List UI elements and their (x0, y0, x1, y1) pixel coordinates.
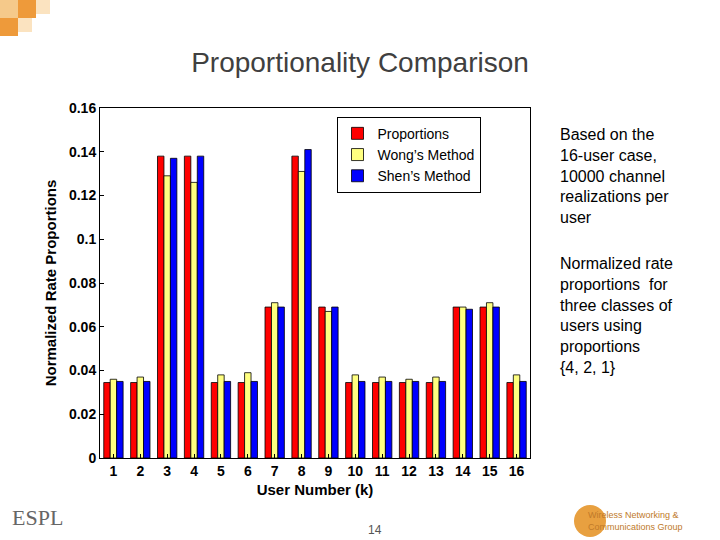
svg-text:Wong’s Method: Wong’s Method (378, 147, 475, 163)
svg-text:ESPL: ESPL (12, 505, 63, 530)
svg-text:10: 10 (348, 463, 364, 479)
svg-text:2: 2 (136, 463, 144, 479)
svg-text:Proportionality Comparison: Proportionality Comparison (191, 47, 529, 78)
svg-text:9: 9 (325, 463, 333, 479)
svg-text:0.04: 0.04 (69, 362, 96, 378)
svg-text:0.02: 0.02 (69, 406, 96, 422)
svg-text:14: 14 (455, 463, 471, 479)
svg-text:Wireless Networking &Communica: Wireless Networking &Communications Grou… (588, 510, 683, 532)
svg-text:Normalized Rate Proportions: Normalized Rate Proportions (42, 180, 59, 387)
svg-text:7: 7 (271, 463, 279, 479)
svg-text:6: 6 (244, 463, 252, 479)
svg-text:0.1: 0.1 (77, 231, 97, 247)
svg-text:13: 13 (428, 463, 444, 479)
svg-text:5: 5 (217, 463, 225, 479)
svg-text:12: 12 (401, 463, 417, 479)
svg-text:WNCG: WNCG (533, 518, 555, 525)
svg-text:0.16: 0.16 (69, 100, 96, 116)
svg-text:15: 15 (482, 463, 498, 479)
svg-text:0.06: 0.06 (69, 319, 96, 335)
svg-text:16: 16 (509, 463, 525, 479)
svg-text:Shen’s Method: Shen’s Method (378, 168, 471, 184)
svg-text:Proportions: Proportions (378, 126, 450, 142)
svg-text:0: 0 (88, 450, 96, 466)
svg-text:User Number (k): User Number (k) (257, 481, 374, 498)
svg-text:11: 11 (375, 463, 390, 479)
svg-text:0.08: 0.08 (69, 275, 96, 291)
svg-text:Normalized rateproportions fo: Normalized rateproportions forthree clas… (560, 255, 673, 376)
svg-text:8: 8 (298, 463, 306, 479)
svg-text:0.14: 0.14 (69, 144, 96, 160)
svg-text:0.12: 0.12 (69, 187, 96, 203)
svg-text:3: 3 (163, 463, 171, 479)
svg-text:4: 4 (190, 463, 198, 479)
svg-text:Based on the16-user case,10000: Based on the16-user case,10000 channelre… (560, 126, 669, 226)
svg-text:14: 14 (368, 523, 382, 537)
svg-text:1: 1 (110, 463, 118, 479)
